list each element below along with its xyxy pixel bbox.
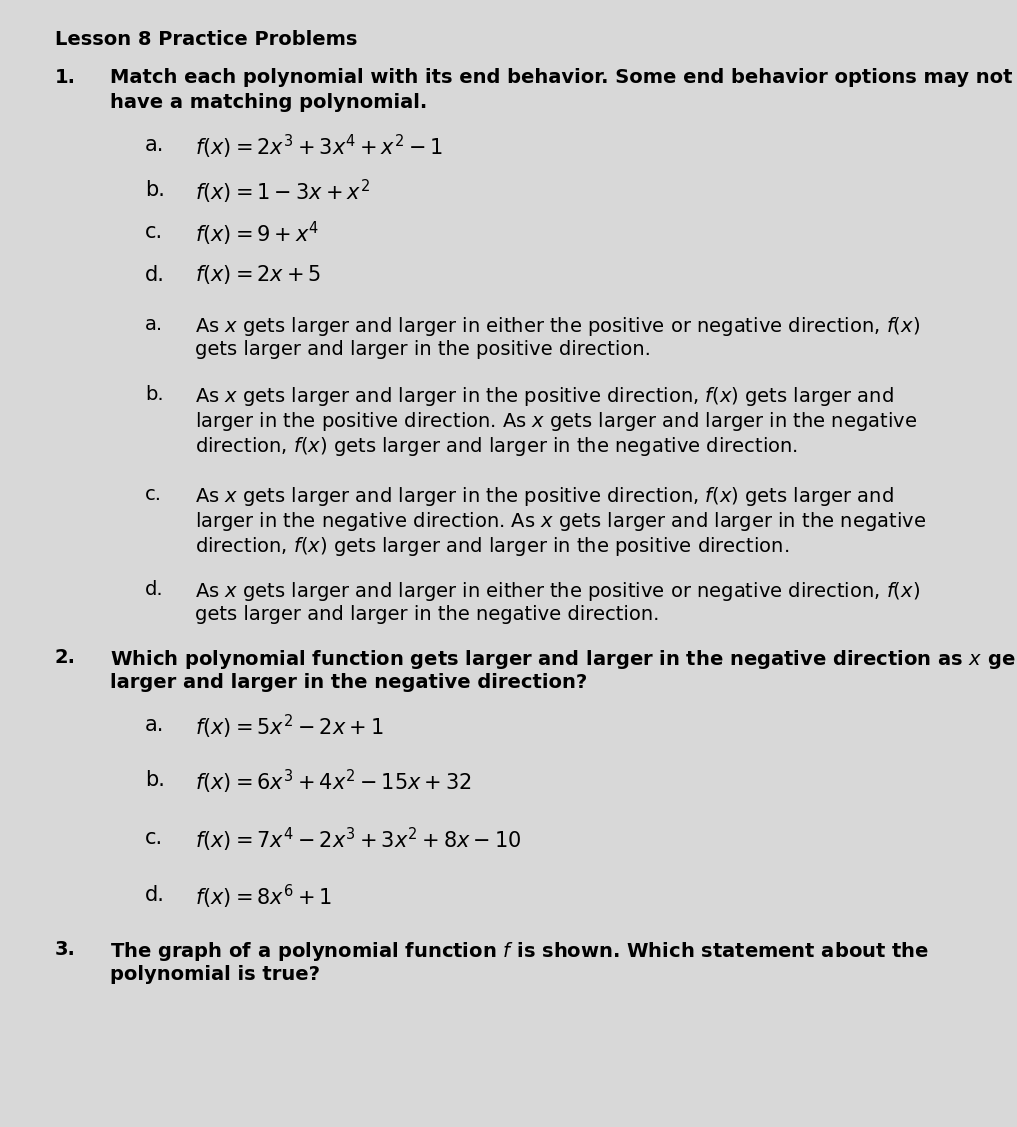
Text: $f(x) = 5x^2 - 2x + 1$: $f(x) = 5x^2 - 2x + 1$ xyxy=(195,713,383,742)
Text: direction, $f(x)$ gets larger and larger in the positive direction.: direction, $f(x)$ gets larger and larger… xyxy=(195,535,789,558)
Text: b.: b. xyxy=(145,180,165,199)
Text: As $x$ gets larger and larger in either the positive or negative direction, $f(x: As $x$ gets larger and larger in either … xyxy=(195,316,920,338)
Text: larger in the positive direction. As $x$ gets larger and larger in the negative: larger in the positive direction. As $x$… xyxy=(195,410,917,433)
Text: a.: a. xyxy=(145,135,165,156)
Text: d.: d. xyxy=(145,580,164,598)
Text: a.: a. xyxy=(145,316,163,334)
Text: $f(x) = 6x^3 + 4x^2 - 15x + 32$: $f(x) = 6x^3 + 4x^2 - 15x + 32$ xyxy=(195,767,472,796)
Text: have a matching polynomial.: have a matching polynomial. xyxy=(110,94,427,112)
Text: $f(x) = 8x^6 + 1$: $f(x) = 8x^6 + 1$ xyxy=(195,882,333,912)
Text: As $x$ gets larger and larger in the positive direction, $f(x)$ gets larger and: As $x$ gets larger and larger in the pos… xyxy=(195,485,894,508)
Text: larger and larger in the negative direction?: larger and larger in the negative direct… xyxy=(110,673,587,692)
Text: b.: b. xyxy=(145,770,165,790)
Text: gets larger and larger in the negative direction.: gets larger and larger in the negative d… xyxy=(195,605,659,624)
Text: polynomial is true?: polynomial is true? xyxy=(110,965,320,984)
Text: c.: c. xyxy=(145,828,163,848)
Text: The graph of a polynomial function $f$ is shown. Which statement about the: The graph of a polynomial function $f$ i… xyxy=(110,940,929,962)
Text: As $x$ gets larger and larger in the positive direction, $f(x)$ gets larger and: As $x$ gets larger and larger in the pos… xyxy=(195,385,894,408)
Text: b.: b. xyxy=(145,385,164,403)
Text: c.: c. xyxy=(145,485,162,504)
Text: $f(x) = 1 - 3x + x^2$: $f(x) = 1 - 3x + x^2$ xyxy=(195,178,370,206)
Text: a.: a. xyxy=(145,715,165,735)
Text: Lesson 8 Practice Problems: Lesson 8 Practice Problems xyxy=(55,30,357,48)
Text: As $x$ gets larger and larger in either the positive or negative direction, $f(x: As $x$ gets larger and larger in either … xyxy=(195,580,920,603)
Text: 1.: 1. xyxy=(55,68,76,87)
Text: $f(x) = 7x^4 - 2x^3 + 3x^2 + 8x - 10$: $f(x) = 7x^4 - 2x^3 + 3x^2 + 8x - 10$ xyxy=(195,826,522,854)
Text: $f(x) = 2x + 5$: $f(x) = 2x + 5$ xyxy=(195,263,321,286)
Text: c.: c. xyxy=(145,222,163,242)
Text: d.: d. xyxy=(145,885,165,905)
Text: d.: d. xyxy=(145,265,165,285)
Text: $f(x) = 2x^3 + 3x^4 + x^2 - 1$: $f(x) = 2x^3 + 3x^4 + x^2 - 1$ xyxy=(195,133,443,161)
Text: 3.: 3. xyxy=(55,940,76,959)
Text: Match each polynomial with its end behavior. Some end behavior options may not: Match each polynomial with its end behav… xyxy=(110,68,1013,87)
Text: 2.: 2. xyxy=(55,648,76,667)
Text: $f(x) = 9 + x^4$: $f(x) = 9 + x^4$ xyxy=(195,220,319,248)
Text: gets larger and larger in the positive direction.: gets larger and larger in the positive d… xyxy=(195,340,651,360)
Text: direction, $f(x)$ gets larger and larger in the negative direction.: direction, $f(x)$ gets larger and larger… xyxy=(195,435,798,458)
Text: larger in the negative direction. As $x$ gets larger and larger in the negative: larger in the negative direction. As $x$… xyxy=(195,511,926,533)
Text: Which polynomial function gets larger and larger in the negative direction as $x: Which polynomial function gets larger an… xyxy=(110,648,1016,671)
